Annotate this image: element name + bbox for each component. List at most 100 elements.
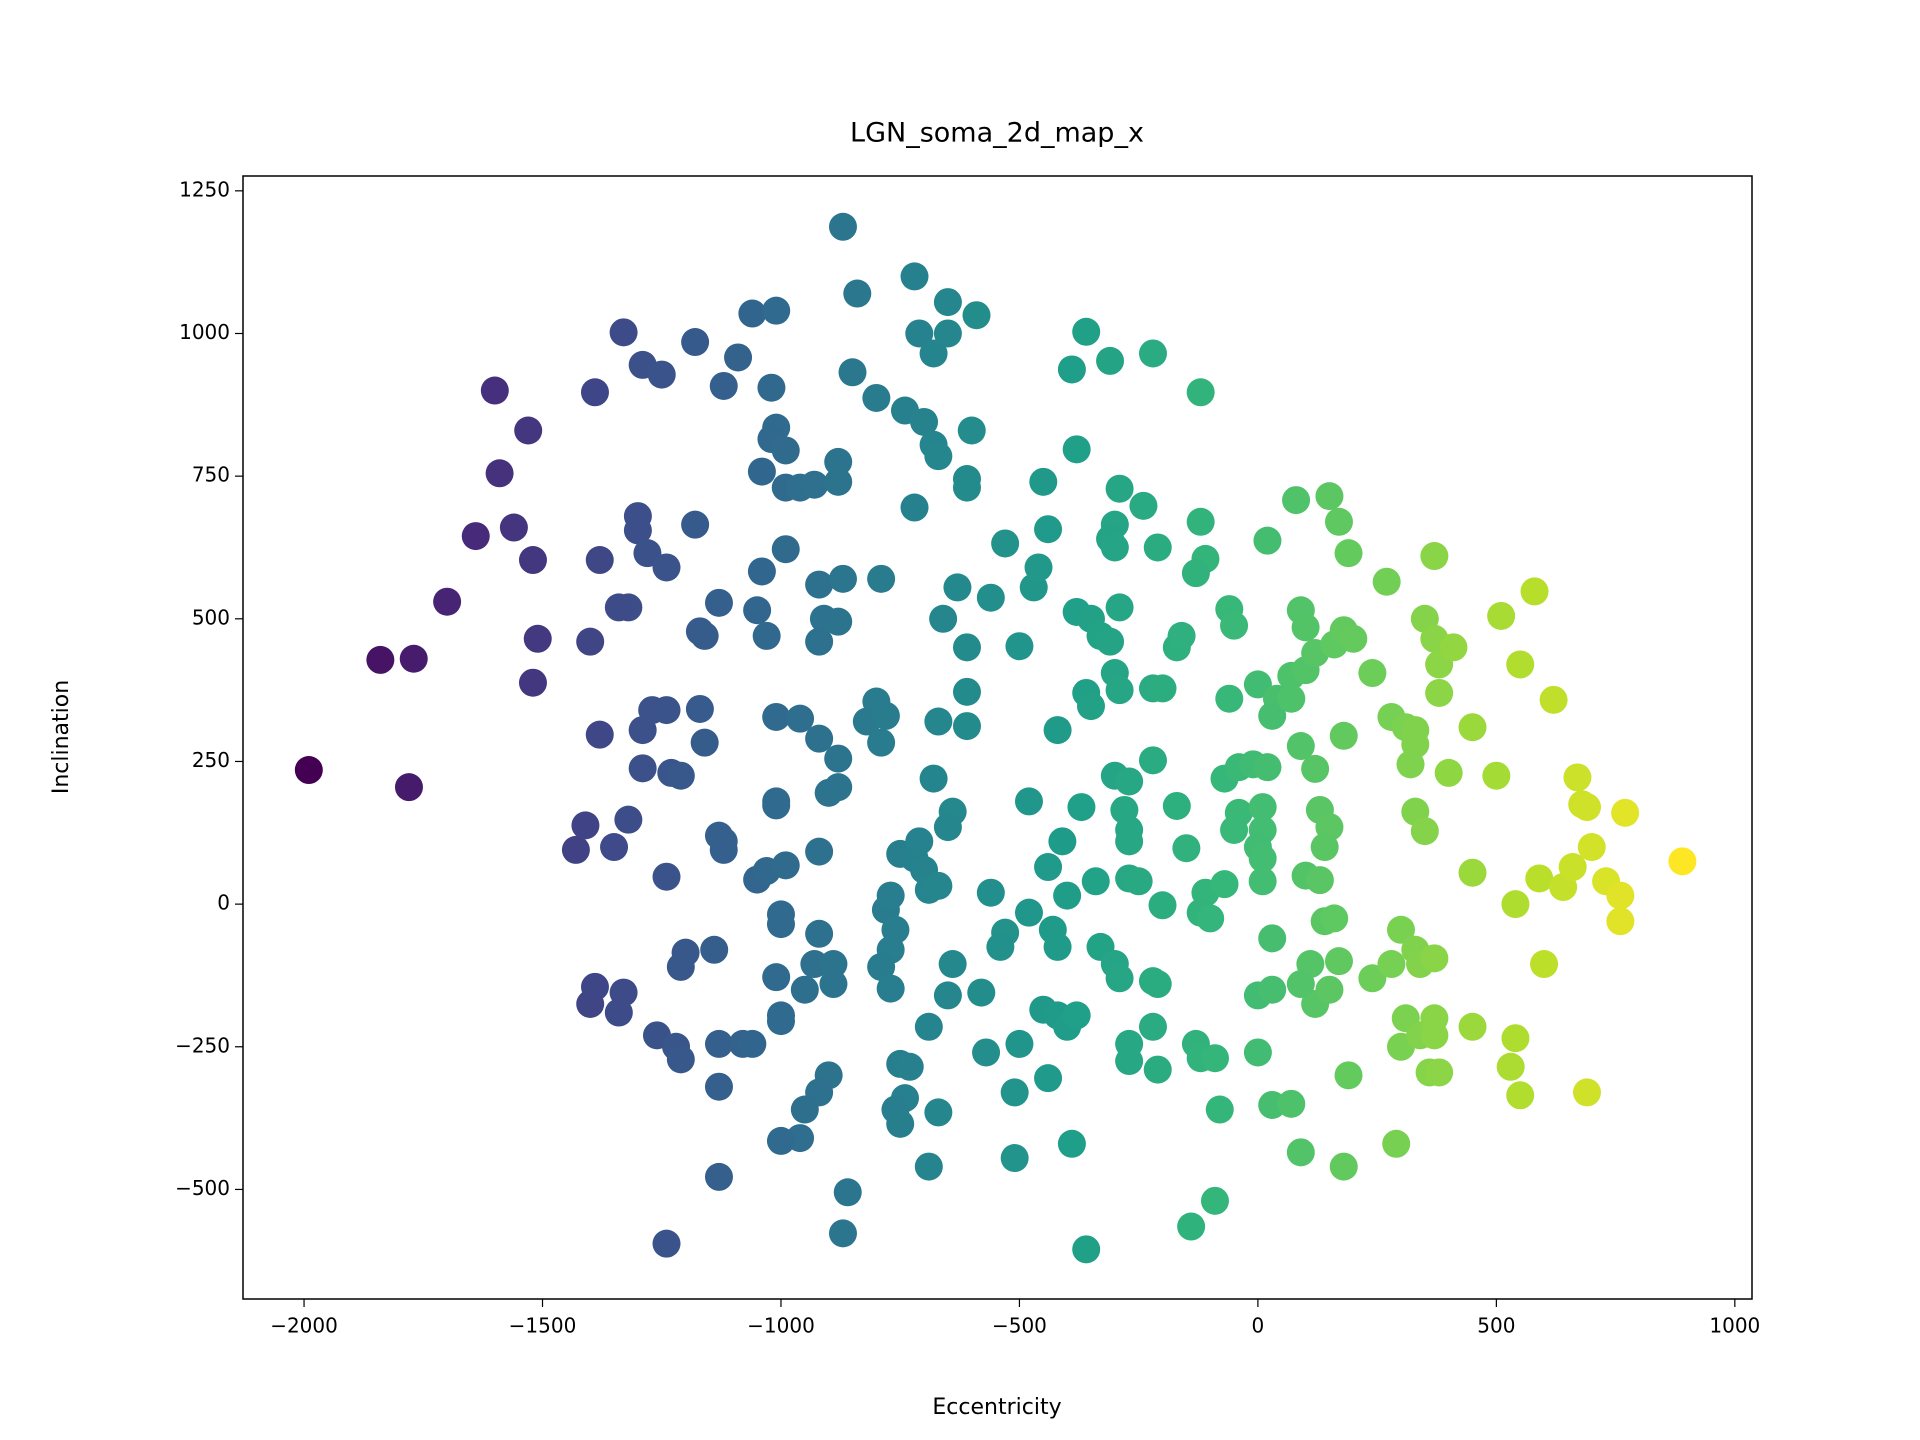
scatter-point bbox=[1148, 891, 1177, 920]
scatter-point bbox=[1577, 833, 1606, 862]
scatter-point bbox=[294, 756, 323, 785]
scatter-point bbox=[1434, 758, 1463, 787]
scatter-point bbox=[933, 981, 962, 1010]
scatter-point bbox=[1606, 907, 1635, 936]
scatter-point bbox=[1205, 1095, 1234, 1124]
scatter-point bbox=[1172, 834, 1201, 863]
scatter-point bbox=[1539, 685, 1568, 714]
scatter-point bbox=[1439, 633, 1468, 662]
scatter-point bbox=[1324, 947, 1353, 976]
scatter-point bbox=[905, 827, 934, 856]
scatter-point bbox=[1186, 378, 1215, 407]
scatter-point bbox=[1611, 798, 1640, 827]
scatter-point bbox=[986, 932, 1015, 961]
scatter-point bbox=[1105, 593, 1134, 622]
x-tick-label: 1000 bbox=[1709, 1314, 1760, 1338]
scatter-point bbox=[1062, 1001, 1091, 1030]
scatter-point bbox=[585, 546, 614, 575]
y-tick-label: 1250 bbox=[179, 177, 230, 201]
scatter-point bbox=[652, 696, 681, 725]
scatter-point bbox=[771, 535, 800, 564]
scatter-point bbox=[1177, 1212, 1206, 1241]
scatter-point bbox=[900, 493, 929, 522]
scatter-point bbox=[580, 378, 609, 407]
scatter-point bbox=[867, 564, 896, 593]
scatter-point bbox=[762, 791, 791, 820]
scatter-point bbox=[771, 851, 800, 880]
plot-frame bbox=[242, 175, 1753, 1300]
scatter-point bbox=[666, 761, 695, 790]
scatter-point bbox=[499, 513, 528, 542]
scatter-point bbox=[800, 470, 829, 499]
scatter-point bbox=[1420, 944, 1449, 973]
scatter-point bbox=[1425, 678, 1454, 707]
scatter-point bbox=[824, 607, 853, 636]
x-tick-label: −1500 bbox=[509, 1314, 577, 1338]
scatter-point bbox=[1286, 1138, 1315, 1167]
scatter-point bbox=[924, 871, 953, 900]
scatter-point bbox=[766, 910, 795, 939]
scatter-point bbox=[1253, 753, 1282, 782]
scatter-point bbox=[752, 621, 781, 650]
scatter-point bbox=[1215, 684, 1244, 713]
scatter-point bbox=[1382, 1129, 1411, 1158]
scatter-point bbox=[943, 573, 972, 602]
scatter-point bbox=[1100, 533, 1129, 562]
scatter-point bbox=[394, 773, 423, 802]
scatter-point bbox=[652, 553, 681, 582]
scatter-point bbox=[1506, 1081, 1535, 1110]
scatter-point bbox=[1358, 659, 1387, 688]
scatter-point bbox=[1386, 915, 1415, 944]
scatter-point bbox=[1034, 853, 1063, 882]
scatter-point bbox=[485, 459, 514, 488]
scatter-point bbox=[871, 701, 900, 730]
scatter-point bbox=[1096, 346, 1125, 375]
scatter-point bbox=[1138, 1012, 1167, 1041]
scatter-point bbox=[1506, 650, 1535, 679]
scatter-point bbox=[828, 564, 857, 593]
scatter-point bbox=[910, 407, 939, 436]
scatter-point bbox=[786, 704, 815, 733]
scatter-point bbox=[461, 522, 490, 551]
scatter-point bbox=[1115, 767, 1144, 796]
scatter-point bbox=[523, 624, 552, 653]
scatter-point bbox=[561, 835, 590, 864]
scatter-point bbox=[867, 728, 896, 757]
scatter-point bbox=[1200, 1044, 1229, 1073]
scatter-point bbox=[1396, 750, 1425, 779]
scatter-point bbox=[1143, 970, 1172, 999]
scatter-point bbox=[518, 546, 547, 575]
scatter-point bbox=[1062, 435, 1091, 464]
scatter-point bbox=[1057, 355, 1086, 384]
scatter-point bbox=[1487, 601, 1516, 630]
scatter-point bbox=[1305, 866, 1334, 895]
scatter-point bbox=[1358, 964, 1387, 993]
scatter-point bbox=[876, 974, 905, 1003]
scatter-point bbox=[1329, 721, 1358, 750]
scatter-point bbox=[933, 319, 962, 348]
scatter-point bbox=[1143, 1055, 1172, 1084]
scatter-point bbox=[690, 621, 719, 650]
scatter-point bbox=[766, 1007, 795, 1036]
y-tick-label: −500 bbox=[175, 1176, 230, 1200]
scatter-point bbox=[805, 627, 834, 656]
scatter-point bbox=[1014, 898, 1043, 927]
y-tick-label: 250 bbox=[192, 748, 230, 772]
scatter-point bbox=[762, 963, 791, 992]
scatter-point bbox=[1410, 817, 1439, 846]
scatter-point bbox=[1072, 1235, 1101, 1264]
scatter-point bbox=[1243, 1038, 1272, 1067]
scatter-point bbox=[1324, 507, 1353, 536]
scatter-point bbox=[1000, 1144, 1029, 1173]
scatter-point bbox=[1220, 815, 1249, 844]
scatter-point bbox=[604, 593, 633, 622]
scatter-point bbox=[576, 627, 605, 656]
scatter-point bbox=[1286, 970, 1315, 999]
scatter-point bbox=[1105, 676, 1134, 705]
y-axis-label: Inclination bbox=[49, 680, 74, 794]
scatter-point bbox=[690, 728, 719, 757]
scatter-point bbox=[1501, 1024, 1530, 1053]
x-tick-label: −1000 bbox=[747, 1314, 815, 1338]
scatter-point bbox=[1053, 881, 1082, 910]
